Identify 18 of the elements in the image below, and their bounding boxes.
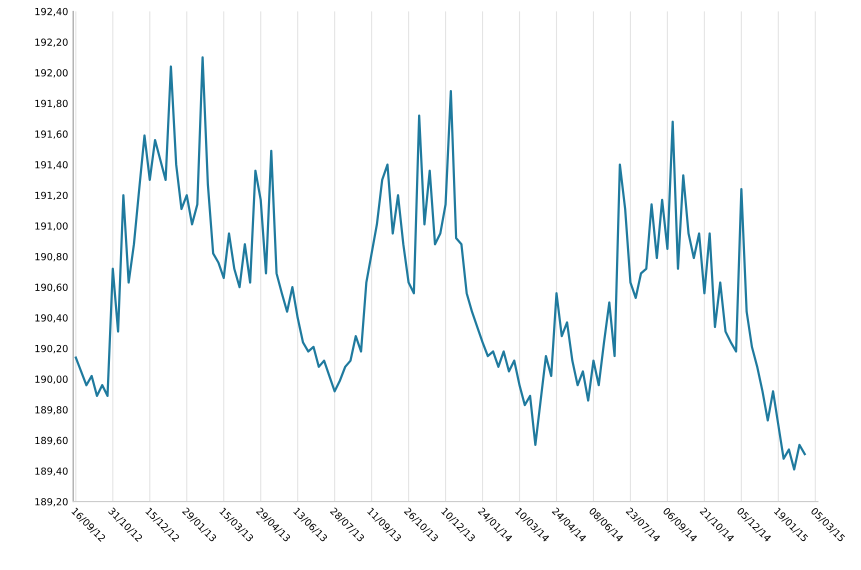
y-tick-label: 192,00 (35, 69, 68, 78)
y-tick-label: 190,20 (35, 344, 68, 354)
y-tick-label: 190,00 (35, 376, 68, 384)
y-tick-label: 190,40 (35, 314, 68, 323)
y-tick-label: 191,80 (35, 100, 68, 108)
y-tick-label: 189,60 (35, 436, 68, 446)
line-series (74, 56, 806, 471)
y-tick-label: 192,40 (35, 8, 68, 16)
y-tick-label: 191,20 (35, 192, 68, 200)
y-tick-label: 191,40 (35, 161, 68, 170)
y-tick-label: 189,40 (35, 467, 68, 476)
y-tick-label: 189,20 (35, 498, 68, 506)
y-tick-label: 190,60 (35, 284, 68, 292)
y-tick-label: 192,20 (35, 38, 68, 47)
y-tick-label: 191,00 (35, 222, 68, 231)
y-tick-label: 190,80 (35, 252, 68, 262)
y-tick-label: 189,80 (35, 406, 68, 415)
y-tick-label: 191,60 (35, 130, 68, 139)
